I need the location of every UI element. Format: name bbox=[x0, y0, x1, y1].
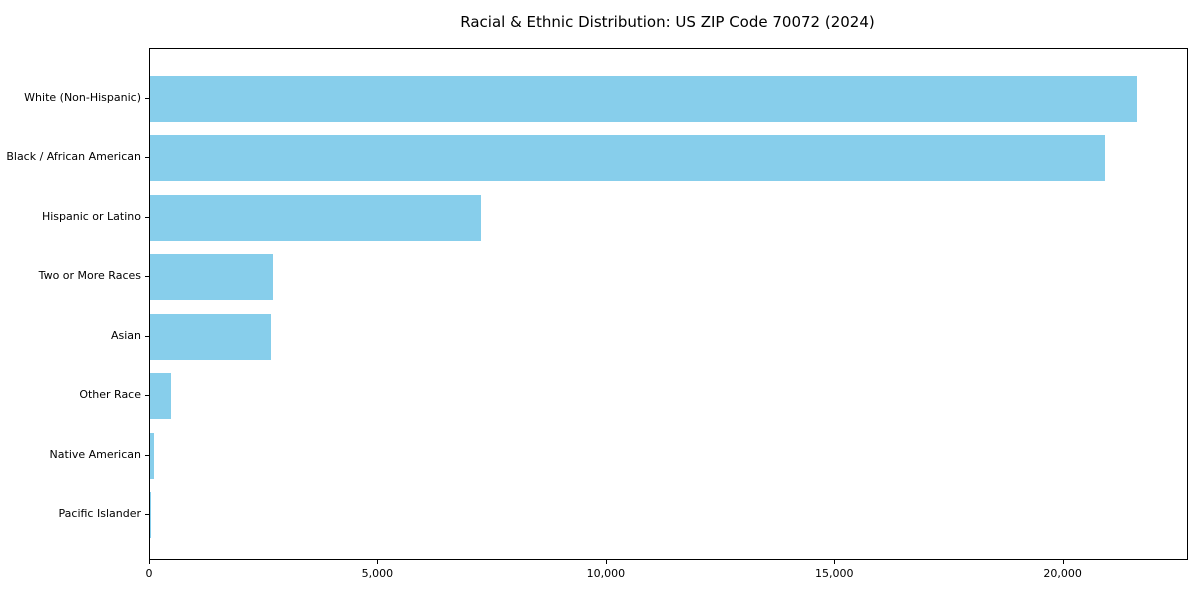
x-tick-mark bbox=[834, 559, 836, 564]
y-tick-mark bbox=[145, 335, 149, 337]
bar bbox=[150, 76, 1137, 122]
y-axis-label: Hispanic or Latino bbox=[41, 209, 141, 223]
y-tick-mark bbox=[145, 454, 149, 456]
y-tick-mark bbox=[145, 216, 149, 218]
y-axis-label: White (Non-Hispanic) bbox=[24, 91, 141, 104]
x-tick-mark bbox=[1062, 559, 1064, 564]
y-tick-mark bbox=[145, 276, 149, 278]
x-tick-label: 0 bbox=[145, 567, 153, 580]
y-tick-mark bbox=[145, 395, 149, 397]
x-tick-label: 15,000 bbox=[814, 567, 854, 580]
x-tick-label: 10,000 bbox=[586, 567, 626, 580]
y-axis-label: Pacific Islander bbox=[58, 507, 141, 520]
y-axis-label: Asian bbox=[110, 328, 141, 342]
bar bbox=[150, 254, 274, 301]
x-tick-label: 20,000 bbox=[1043, 567, 1082, 580]
bar bbox=[150, 313, 272, 360]
x-tick-mark bbox=[149, 559, 150, 564]
x-tick-label: 5,000 bbox=[361, 567, 394, 580]
bar bbox=[150, 373, 171, 420]
y-axis-label: Other Race bbox=[79, 388, 141, 402]
x-tick-mark bbox=[605, 559, 607, 564]
y-tick-mark bbox=[145, 98, 149, 99]
chart-title: Racial & Ethnic Distribution: US ZIP Cod… bbox=[460, 13, 875, 31]
y-tick-mark bbox=[145, 514, 149, 515]
bar bbox=[150, 432, 155, 479]
y-axis-label: Two or More Races bbox=[38, 269, 141, 283]
bar bbox=[150, 135, 1105, 182]
y-axis-label: Black / African American bbox=[6, 150, 141, 164]
plot-area bbox=[149, 48, 1188, 560]
y-axis-label: Native American bbox=[49, 447, 141, 461]
x-tick-mark bbox=[377, 559, 379, 564]
y-tick-mark bbox=[145, 157, 149, 159]
bar bbox=[150, 194, 482, 241]
bar bbox=[150, 492, 151, 538]
